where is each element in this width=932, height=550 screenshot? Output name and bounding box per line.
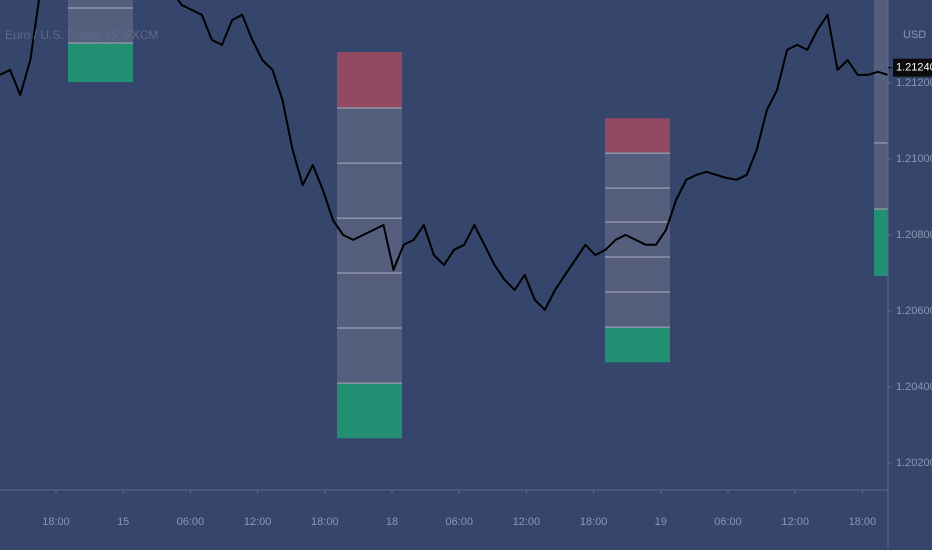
zone-band: [605, 118, 670, 154]
x-tick-label: 15: [117, 516, 129, 528]
zone-band: [337, 163, 402, 219]
zone-band: [68, 7, 133, 43]
price-layer: [0, 0, 888, 311]
y-tick-label: 1.20600: [896, 305, 932, 317]
y-tick-label: 1.20800: [896, 229, 932, 241]
currency-label: USD: [903, 29, 926, 41]
x-tick-label: 12:00: [781, 516, 809, 528]
x-tick-label: 18:00: [42, 516, 70, 528]
zone-band: [874, 142, 888, 210]
last-price-tag: 1.21240: [888, 58, 932, 77]
y-tick-label: 1.21200: [896, 77, 932, 89]
x-tick-label: 12:00: [244, 516, 272, 528]
price-line: [0, 0, 888, 311]
zone-band: [68, 42, 133, 83]
x-tick-label: 18:00: [580, 516, 608, 528]
zone-band: [605, 291, 670, 328]
zone-band: [605, 256, 670, 292]
last-price-box: [893, 58, 932, 77]
last-price-label: 1.21240: [896, 62, 932, 74]
zone-band: [337, 383, 402, 439]
zone-band: [337, 328, 402, 384]
y-tick-label: 1.20400: [896, 381, 932, 393]
x-tick-label: 06:00: [177, 516, 205, 528]
zones: [68, 0, 888, 439]
zone-band: [337, 107, 402, 164]
zone-band: [874, 209, 888, 276]
zone-band: [337, 52, 402, 108]
x-tick-label: 06:00: [714, 516, 742, 528]
y-tick-label: 1.21000: [896, 153, 932, 165]
x-tick-label: 18:00: [849, 516, 877, 528]
x-tick-label: 19: [655, 516, 667, 528]
zone-band: [605, 188, 670, 223]
axes: 1.20200 1.20400 1.20600 1.20800 1.21000 1.212…: [42, 77, 932, 528]
zone-band: [874, 0, 888, 143]
zone-band: [605, 327, 670, 363]
x-tick-label: 18:00: [311, 516, 339, 528]
y-tick-label: 1.20200: [896, 457, 932, 469]
zone-band: [337, 272, 402, 329]
x-tick-label: 06:00: [445, 516, 473, 528]
x-tick-label: 18: [386, 516, 398, 528]
symbol-legend: Euro / U.S. Dollar, 15, FXCM: [5, 28, 158, 42]
zone-band: [68, 0, 133, 8]
zone-band: [605, 153, 670, 189]
x-tick-label: 12:00: [513, 516, 541, 528]
